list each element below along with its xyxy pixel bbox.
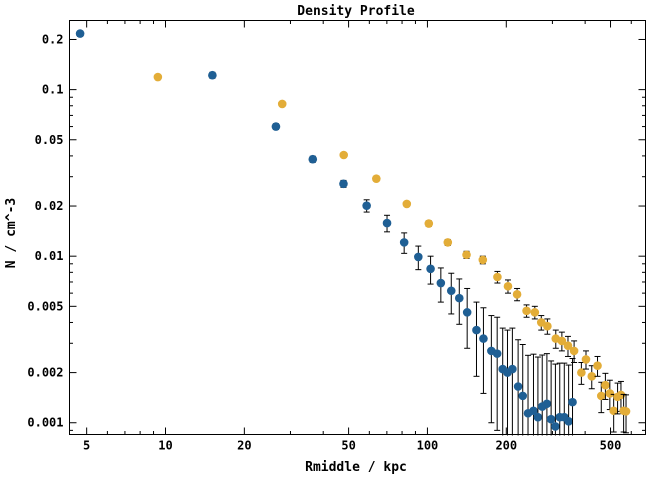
y-tick-label: 0.05 xyxy=(35,133,64,147)
data-point xyxy=(543,321,552,331)
data-point xyxy=(472,325,481,335)
axis-ticks xyxy=(69,20,646,435)
data-point xyxy=(568,397,577,407)
chart-title: Density Profile xyxy=(297,4,415,19)
data-point xyxy=(557,336,567,346)
y-tick-label: 0.2 xyxy=(42,32,64,46)
data-point xyxy=(443,238,453,247)
x-tick-label: 20 xyxy=(237,439,251,453)
data-point xyxy=(533,412,543,422)
data-point xyxy=(479,334,488,343)
data-point xyxy=(522,306,531,316)
data-point xyxy=(402,199,412,209)
data-point xyxy=(462,308,472,317)
data-point xyxy=(478,255,488,265)
data-point xyxy=(596,391,606,401)
data-point xyxy=(372,174,381,183)
data-point xyxy=(339,179,348,189)
data-point xyxy=(446,286,456,296)
data-point xyxy=(542,399,552,409)
y-tick-label: 0.01 xyxy=(35,249,64,263)
data-point xyxy=(605,389,615,398)
data-point xyxy=(271,122,281,131)
data-point xyxy=(426,264,435,274)
x-axis-label: Rmiddle / kpc xyxy=(305,460,407,475)
data-point xyxy=(563,341,573,351)
y-tick-label: 0.001 xyxy=(27,416,63,430)
axis-tick-labels: 5 10 20 50 100 200 500 0.2 0.1 0.05 0.02 0.01 0.005 0… xyxy=(27,32,621,452)
data-point xyxy=(208,70,217,80)
x-tick-label: 5 xyxy=(83,439,90,453)
data-point xyxy=(436,278,446,288)
data-point xyxy=(564,417,573,426)
y-tick-label: 0.002 xyxy=(27,366,63,380)
data-point xyxy=(308,154,318,164)
data-point xyxy=(601,380,610,390)
data-point xyxy=(399,238,409,247)
x-tick-label: 10 xyxy=(158,439,172,453)
data-point xyxy=(609,406,618,416)
data-point xyxy=(493,272,502,282)
data-point xyxy=(277,99,287,109)
y-tick-label: 0.005 xyxy=(27,299,63,313)
data-point xyxy=(581,355,591,364)
data-point xyxy=(508,364,517,374)
data-point xyxy=(546,414,556,424)
x-tick-label: 200 xyxy=(495,439,517,453)
x-tick-label: 100 xyxy=(417,439,439,453)
y-tick-label: 0.02 xyxy=(35,199,64,213)
data-point xyxy=(530,308,540,317)
data-point xyxy=(503,281,513,291)
series-1 xyxy=(75,29,577,436)
data-point xyxy=(414,252,423,262)
data-point xyxy=(587,372,597,381)
data-point xyxy=(339,150,349,160)
plot-frame xyxy=(69,20,646,435)
data-point xyxy=(593,361,602,371)
data-point xyxy=(454,293,464,303)
data-point xyxy=(551,422,560,431)
data-point xyxy=(462,250,471,260)
data-point xyxy=(529,406,538,416)
data-point xyxy=(362,201,371,210)
x-tick-label: 500 xyxy=(600,439,622,453)
y-axis-label: N / cm^-3 xyxy=(4,198,19,268)
data-point xyxy=(424,219,434,228)
data-point xyxy=(512,290,522,299)
series-2 xyxy=(153,72,631,434)
data-point xyxy=(492,349,502,358)
data-point xyxy=(153,72,163,82)
y-tick-label: 0.1 xyxy=(42,83,64,97)
data-point xyxy=(382,218,392,228)
data-point xyxy=(569,346,579,356)
data-point xyxy=(75,29,85,38)
x-tick-label: 50 xyxy=(341,439,355,453)
data-point xyxy=(577,368,586,377)
data-point xyxy=(621,407,631,416)
data-point xyxy=(513,382,523,391)
plot-marks xyxy=(75,29,631,436)
data-point xyxy=(518,391,528,401)
